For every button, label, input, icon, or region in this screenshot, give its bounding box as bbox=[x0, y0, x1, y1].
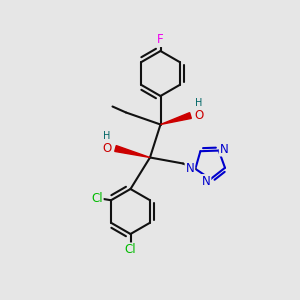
Text: F: F bbox=[157, 33, 164, 46]
Text: Cl: Cl bbox=[91, 192, 103, 205]
Polygon shape bbox=[160, 112, 191, 124]
Text: H: H bbox=[103, 131, 110, 141]
Text: N: N bbox=[220, 142, 229, 156]
Text: O: O bbox=[194, 109, 203, 122]
Text: O: O bbox=[102, 142, 111, 155]
Text: N: N bbox=[202, 175, 210, 188]
Text: Cl: Cl bbox=[125, 243, 136, 256]
Text: H: H bbox=[195, 98, 203, 108]
Text: N: N bbox=[186, 162, 194, 175]
Polygon shape bbox=[115, 146, 150, 158]
